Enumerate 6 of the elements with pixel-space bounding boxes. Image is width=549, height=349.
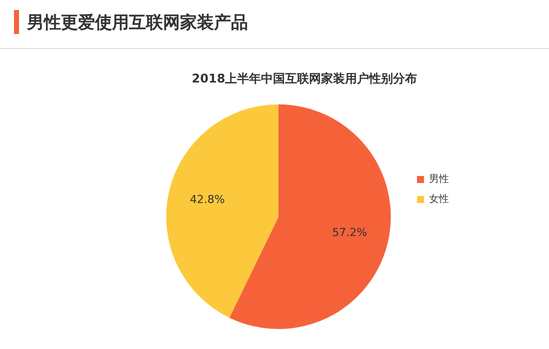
data-label: 57.2% xyxy=(332,226,368,239)
data-label: 42.8% xyxy=(190,193,225,206)
chart-title: 男性更爱使用互联网家装产品 xyxy=(27,12,248,34)
legend-label: 男性 xyxy=(429,173,449,186)
chart-subtitle: 2018上半年中国互联网家装用户性别分布 xyxy=(192,71,418,86)
legend-label: 女性 xyxy=(429,193,449,206)
